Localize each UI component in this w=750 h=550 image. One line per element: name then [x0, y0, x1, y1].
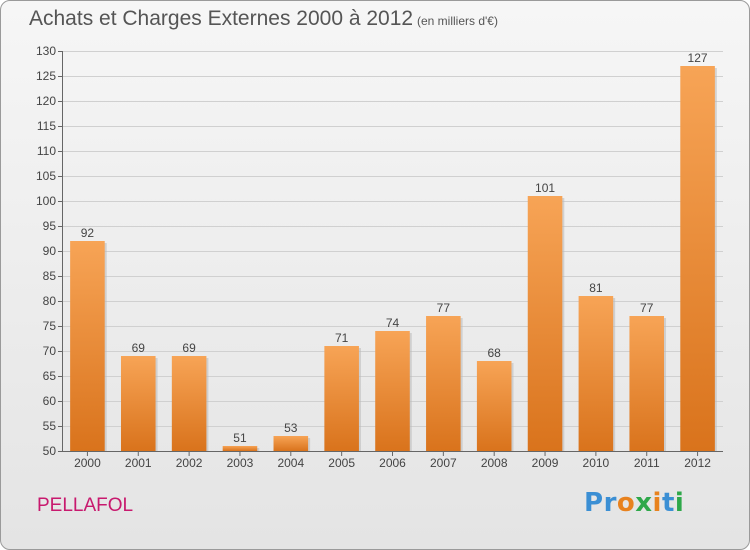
y-tick-label: 85: [43, 269, 57, 283]
x-tick-label: 2007: [430, 456, 457, 470]
x-tick-label: 2006: [379, 456, 406, 470]
y-tick-label: 70: [43, 344, 57, 358]
y-tick-label: 80: [43, 294, 57, 308]
y-tick-label: 90: [43, 244, 57, 258]
data-label: 81: [589, 281, 603, 295]
logo-letter: P: [584, 488, 604, 518]
x-tick-label: 2002: [176, 456, 203, 470]
x-tick-label: 2004: [277, 456, 304, 470]
data-label: 71: [335, 331, 349, 345]
data-label: 127: [688, 51, 708, 65]
bar: [629, 316, 665, 451]
y-tick-label: 100: [36, 194, 56, 208]
bar: [324, 346, 359, 451]
y-tick-label: 75: [43, 319, 57, 333]
x-tick-label: 2010: [583, 456, 610, 470]
bar: [222, 446, 258, 451]
axes: [58, 51, 723, 456]
data-label: 101: [535, 181, 555, 195]
x-tick-label: 2009: [532, 456, 559, 470]
chart-title: Achats et Charges Externes 2000 à 2012: [29, 7, 414, 30]
x-tick-label: 2005: [328, 456, 355, 470]
x-tick-label: 2003: [227, 456, 254, 470]
data-label: 69: [132, 341, 146, 355]
logo-letter: i: [674, 488, 685, 518]
bar: [70, 241, 105, 451]
y-tick-label: 130: [36, 44, 56, 58]
y-tick-label: 125: [36, 69, 56, 83]
bar: [527, 196, 563, 451]
data-label: 53: [284, 421, 298, 435]
y-tick-label: 110: [37, 144, 56, 158]
data-label: 77: [437, 301, 451, 315]
data-label: 92: [81, 226, 95, 240]
proxiti-logo: Proxiti: [584, 488, 684, 518]
y-tick-label: 65: [43, 369, 57, 383]
data-label: 68: [488, 346, 502, 360]
x-tick-label: 2001: [125, 456, 152, 470]
x-tick-label: 2008: [481, 456, 508, 470]
bars: [70, 66, 717, 451]
bar: [578, 296, 614, 451]
bar: [476, 361, 512, 451]
y-tick-label: 50: [43, 444, 57, 458]
logo-letter: o: [616, 488, 636, 518]
x-tick-label: 2000: [74, 456, 101, 470]
y-tick-label: 95: [43, 219, 57, 233]
bar: [375, 331, 410, 451]
y-tick-label: 60: [43, 394, 57, 408]
y-tick-label: 105: [36, 169, 56, 183]
x-tick-label: 2012: [684, 456, 711, 470]
bar: [426, 316, 461, 451]
y-tick-label: 55: [43, 419, 57, 433]
commune-name: PELLAFOL: [37, 495, 134, 516]
bar: [171, 356, 207, 451]
logo-letter: x: [635, 488, 653, 518]
data-label: 69: [182, 341, 196, 355]
x-tick-label: 2011: [634, 456, 660, 470]
logo-letter: r: [603, 488, 617, 518]
logo-letter: t: [661, 488, 675, 518]
bar: [680, 66, 715, 451]
bar: [120, 356, 156, 451]
data-label: 74: [386, 316, 400, 330]
bar: [273, 436, 309, 451]
chart-unit: (en milliers d'€): [417, 14, 498, 28]
y-tick-label: 120: [36, 94, 56, 108]
labels: 50 55 60 65 70 75 80 85 90 95 100 105 110 115 120 125 13…: [36, 44, 711, 470]
data-label: 77: [640, 301, 654, 315]
logo-letter: i: [652, 488, 662, 518]
data-label: 51: [233, 431, 247, 445]
y-tick-label: 115: [37, 119, 56, 133]
